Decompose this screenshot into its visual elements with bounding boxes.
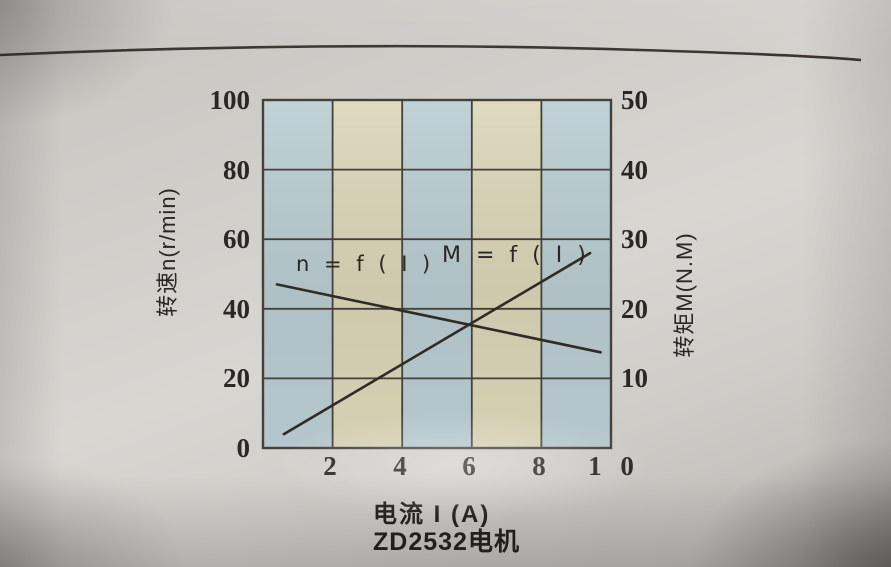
right-tick-30: 30 xyxy=(621,224,648,254)
right-tick-10: 10 xyxy=(621,363,648,393)
x-tick-6: 6 xyxy=(462,451,476,481)
curve-label-n: n = f ( I ) xyxy=(296,252,435,276)
x-axis-title: 电流 I (A) xyxy=(373,501,491,528)
left-tick-100: 100 xyxy=(209,85,251,115)
right-axis-title: 转矩M(N.M) xyxy=(672,232,697,358)
page-rule-line xyxy=(0,44,862,62)
x-tick-8: 8 xyxy=(532,451,546,481)
left-tick-0: 0 xyxy=(236,433,251,463)
series-line-1 xyxy=(282,251,592,436)
x-tick-2: 2 xyxy=(323,451,337,481)
right-tick-20: 20 xyxy=(621,294,648,324)
left-tick-80: 80 xyxy=(223,155,250,185)
x-tick-4: 4 xyxy=(393,451,407,481)
right-tick-40: 40 xyxy=(621,155,648,185)
plot-border xyxy=(261,98,613,450)
x-tick-10: 1 0 xyxy=(588,451,640,481)
right-tick-50: 50 xyxy=(621,85,648,115)
curve-label-M: M = f ( I ) xyxy=(442,243,590,268)
left-tick-20: 20 xyxy=(223,363,250,393)
left-tick-40: 40 xyxy=(223,294,250,324)
series-line-0 xyxy=(275,283,602,354)
chart-title: ZD2532电机 xyxy=(373,528,520,556)
left-axis-title: 转速n(r/min) xyxy=(155,187,180,317)
left-tick-60: 60 xyxy=(223,224,250,254)
